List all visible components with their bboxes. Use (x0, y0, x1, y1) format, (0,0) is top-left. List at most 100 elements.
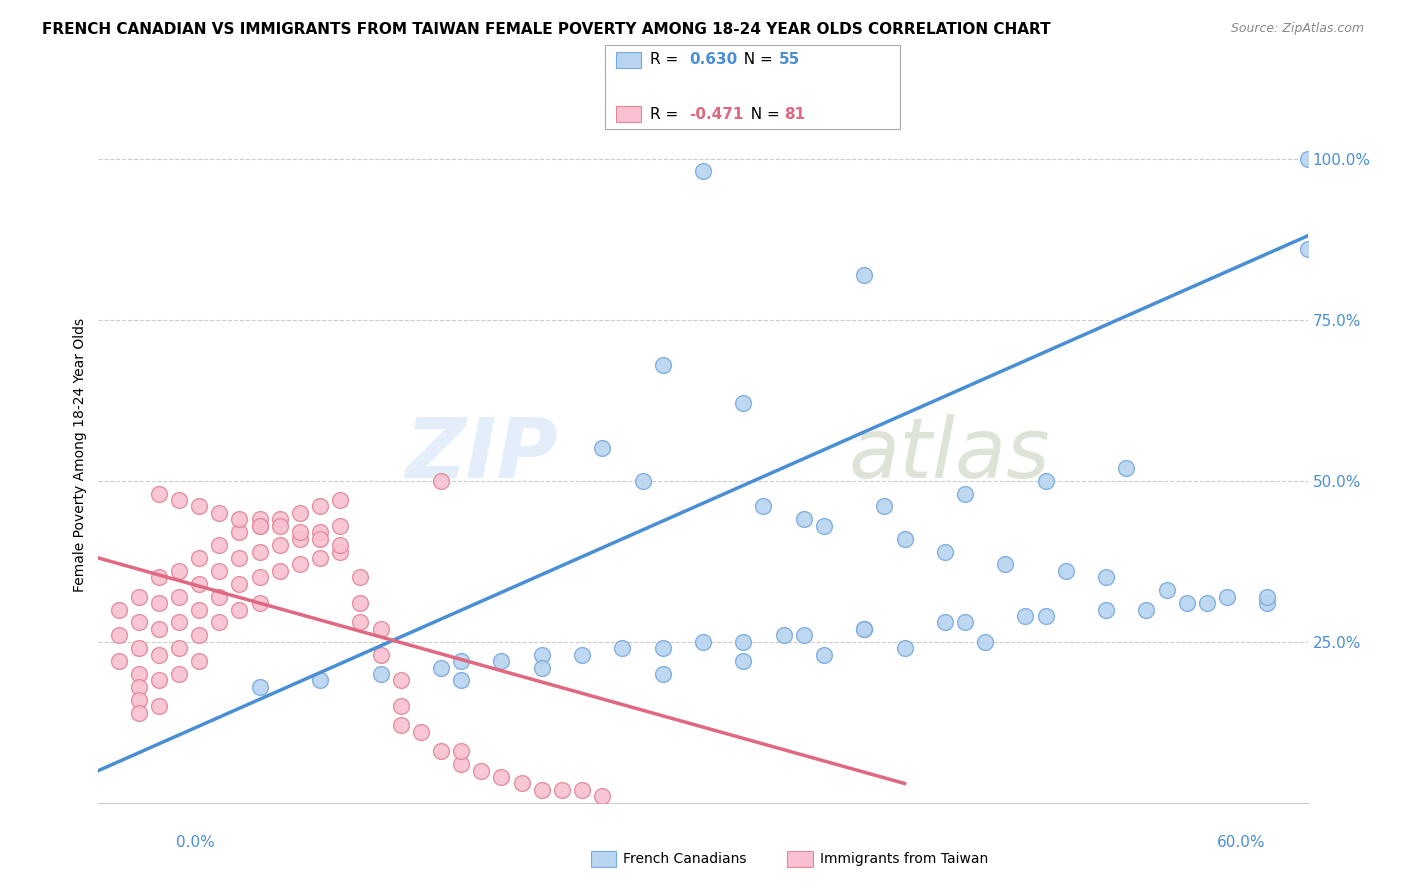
Point (349, 615, 371, 630)
Point (651, 667, 673, 681)
Point (349, 596, 371, 610)
Point (249, 512, 271, 526)
Point (128, 667, 150, 681)
Point (128, 692, 150, 706)
Point (1014, 609, 1036, 624)
Point (853, 622, 876, 636)
Point (148, 673, 170, 688)
Point (470, 764, 492, 778)
Point (692, 164, 714, 178)
Point (128, 590, 150, 604)
Point (934, 615, 956, 630)
Point (1256, 590, 1278, 604)
Point (571, 648, 593, 662)
Point (1095, 570, 1118, 584)
Point (430, 660, 453, 674)
Point (148, 699, 170, 714)
Point (208, 506, 231, 520)
Point (228, 512, 250, 526)
Point (107, 628, 129, 642)
Point (772, 628, 794, 642)
Text: N =: N = (734, 53, 778, 67)
Point (530, 783, 553, 797)
Point (249, 680, 271, 694)
Point (167, 667, 190, 681)
Point (167, 590, 190, 604)
Point (853, 268, 876, 282)
Point (249, 518, 271, 533)
Point (893, 532, 915, 546)
Point (228, 551, 250, 566)
Point (651, 358, 673, 372)
Point (1054, 564, 1077, 578)
Point (329, 518, 352, 533)
Text: atlas: atlas (848, 415, 1050, 495)
Text: ZIP: ZIP (405, 415, 558, 495)
Point (167, 641, 190, 656)
Point (128, 641, 150, 656)
Point (208, 564, 231, 578)
Point (491, 770, 513, 784)
Point (148, 570, 170, 584)
Point (934, 544, 956, 558)
Point (571, 783, 593, 797)
Point (1035, 609, 1057, 624)
Point (510, 776, 533, 790)
Text: R =: R = (650, 53, 683, 67)
Point (389, 718, 412, 732)
Point (370, 648, 392, 662)
Text: -0.471: -0.471 (689, 107, 744, 121)
Point (450, 757, 472, 772)
Point (228, 525, 250, 540)
Point (309, 525, 332, 540)
Point (994, 558, 1017, 572)
Point (208, 538, 231, 552)
Point (288, 525, 311, 540)
Point (349, 570, 371, 584)
Point (1256, 596, 1278, 610)
Point (1156, 583, 1178, 598)
Point (450, 744, 472, 758)
Point (269, 538, 291, 552)
Text: Immigrants from Taiwan: Immigrants from Taiwan (820, 852, 988, 866)
Point (370, 622, 392, 636)
Point (389, 673, 412, 688)
Point (733, 654, 755, 668)
Point (752, 500, 775, 514)
Point (208, 615, 231, 630)
Y-axis label: Female Poverty Among 18-24 Year Olds: Female Poverty Among 18-24 Year Olds (73, 318, 87, 592)
Point (309, 551, 332, 566)
Text: Source: ZipAtlas.com: Source: ZipAtlas.com (1230, 22, 1364, 36)
Point (733, 634, 755, 648)
Point (107, 654, 129, 668)
Text: 55: 55 (779, 53, 800, 67)
Text: FRENCH CANADIAN VS IMMIGRANTS FROM TAIWAN FEMALE POVERTY AMONG 18-24 YEAR OLDS C: FRENCH CANADIAN VS IMMIGRANTS FROM TAIWA… (42, 22, 1050, 37)
Point (1195, 596, 1218, 610)
Point (631, 474, 654, 488)
Point (329, 538, 352, 552)
Point (793, 512, 815, 526)
Point (228, 602, 250, 616)
Point (309, 500, 332, 514)
Point (329, 493, 352, 508)
Point (188, 500, 211, 514)
Point (228, 576, 250, 591)
Point (953, 486, 976, 500)
Point (128, 680, 150, 694)
Point (974, 634, 997, 648)
Point (813, 648, 835, 662)
Point (329, 544, 352, 558)
Point (1035, 474, 1057, 488)
Point (188, 628, 211, 642)
Point (1296, 152, 1319, 166)
Point (893, 641, 915, 656)
Point (188, 576, 211, 591)
Point (1216, 590, 1239, 604)
Point (269, 518, 291, 533)
Point (269, 512, 291, 526)
Point (148, 486, 170, 500)
Point (953, 615, 976, 630)
Point (167, 615, 190, 630)
Point (1115, 460, 1137, 475)
Point (288, 532, 311, 546)
